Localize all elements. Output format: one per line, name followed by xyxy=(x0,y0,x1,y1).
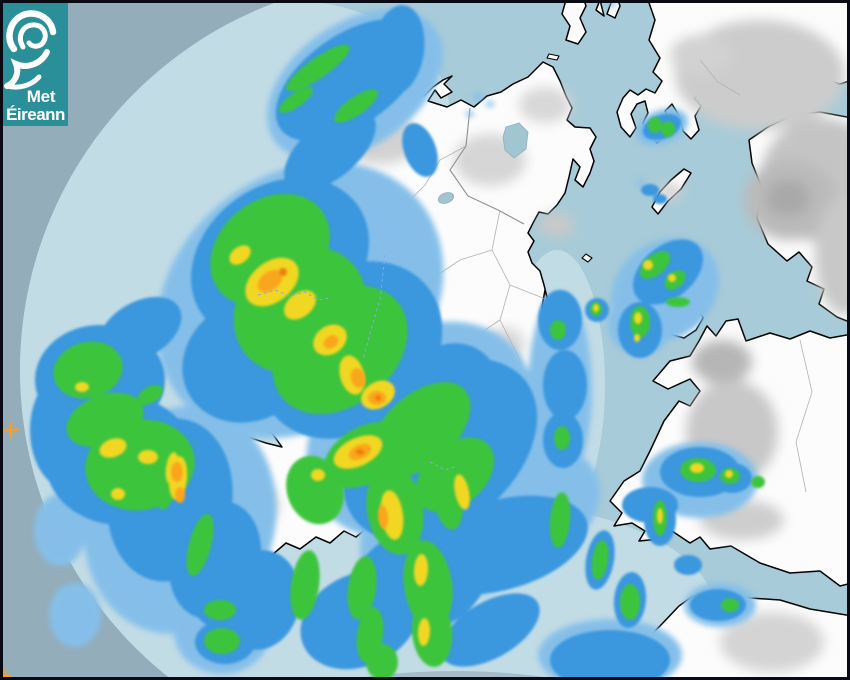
rivers xyxy=(257,254,459,471)
met-eireann-swirl-icon xyxy=(4,10,57,90)
met-eireann-logo: Met Éireann xyxy=(3,3,68,126)
precip-extreme xyxy=(279,268,381,455)
station-marker-west xyxy=(2,421,20,439)
islet-rathlin xyxy=(546,53,593,263)
logo-line1: Met xyxy=(27,87,56,106)
precip-heavy xyxy=(53,44,765,680)
precip-intense xyxy=(171,269,389,529)
lough-neagh xyxy=(502,122,529,159)
logo-line2: Éireann xyxy=(6,105,65,124)
